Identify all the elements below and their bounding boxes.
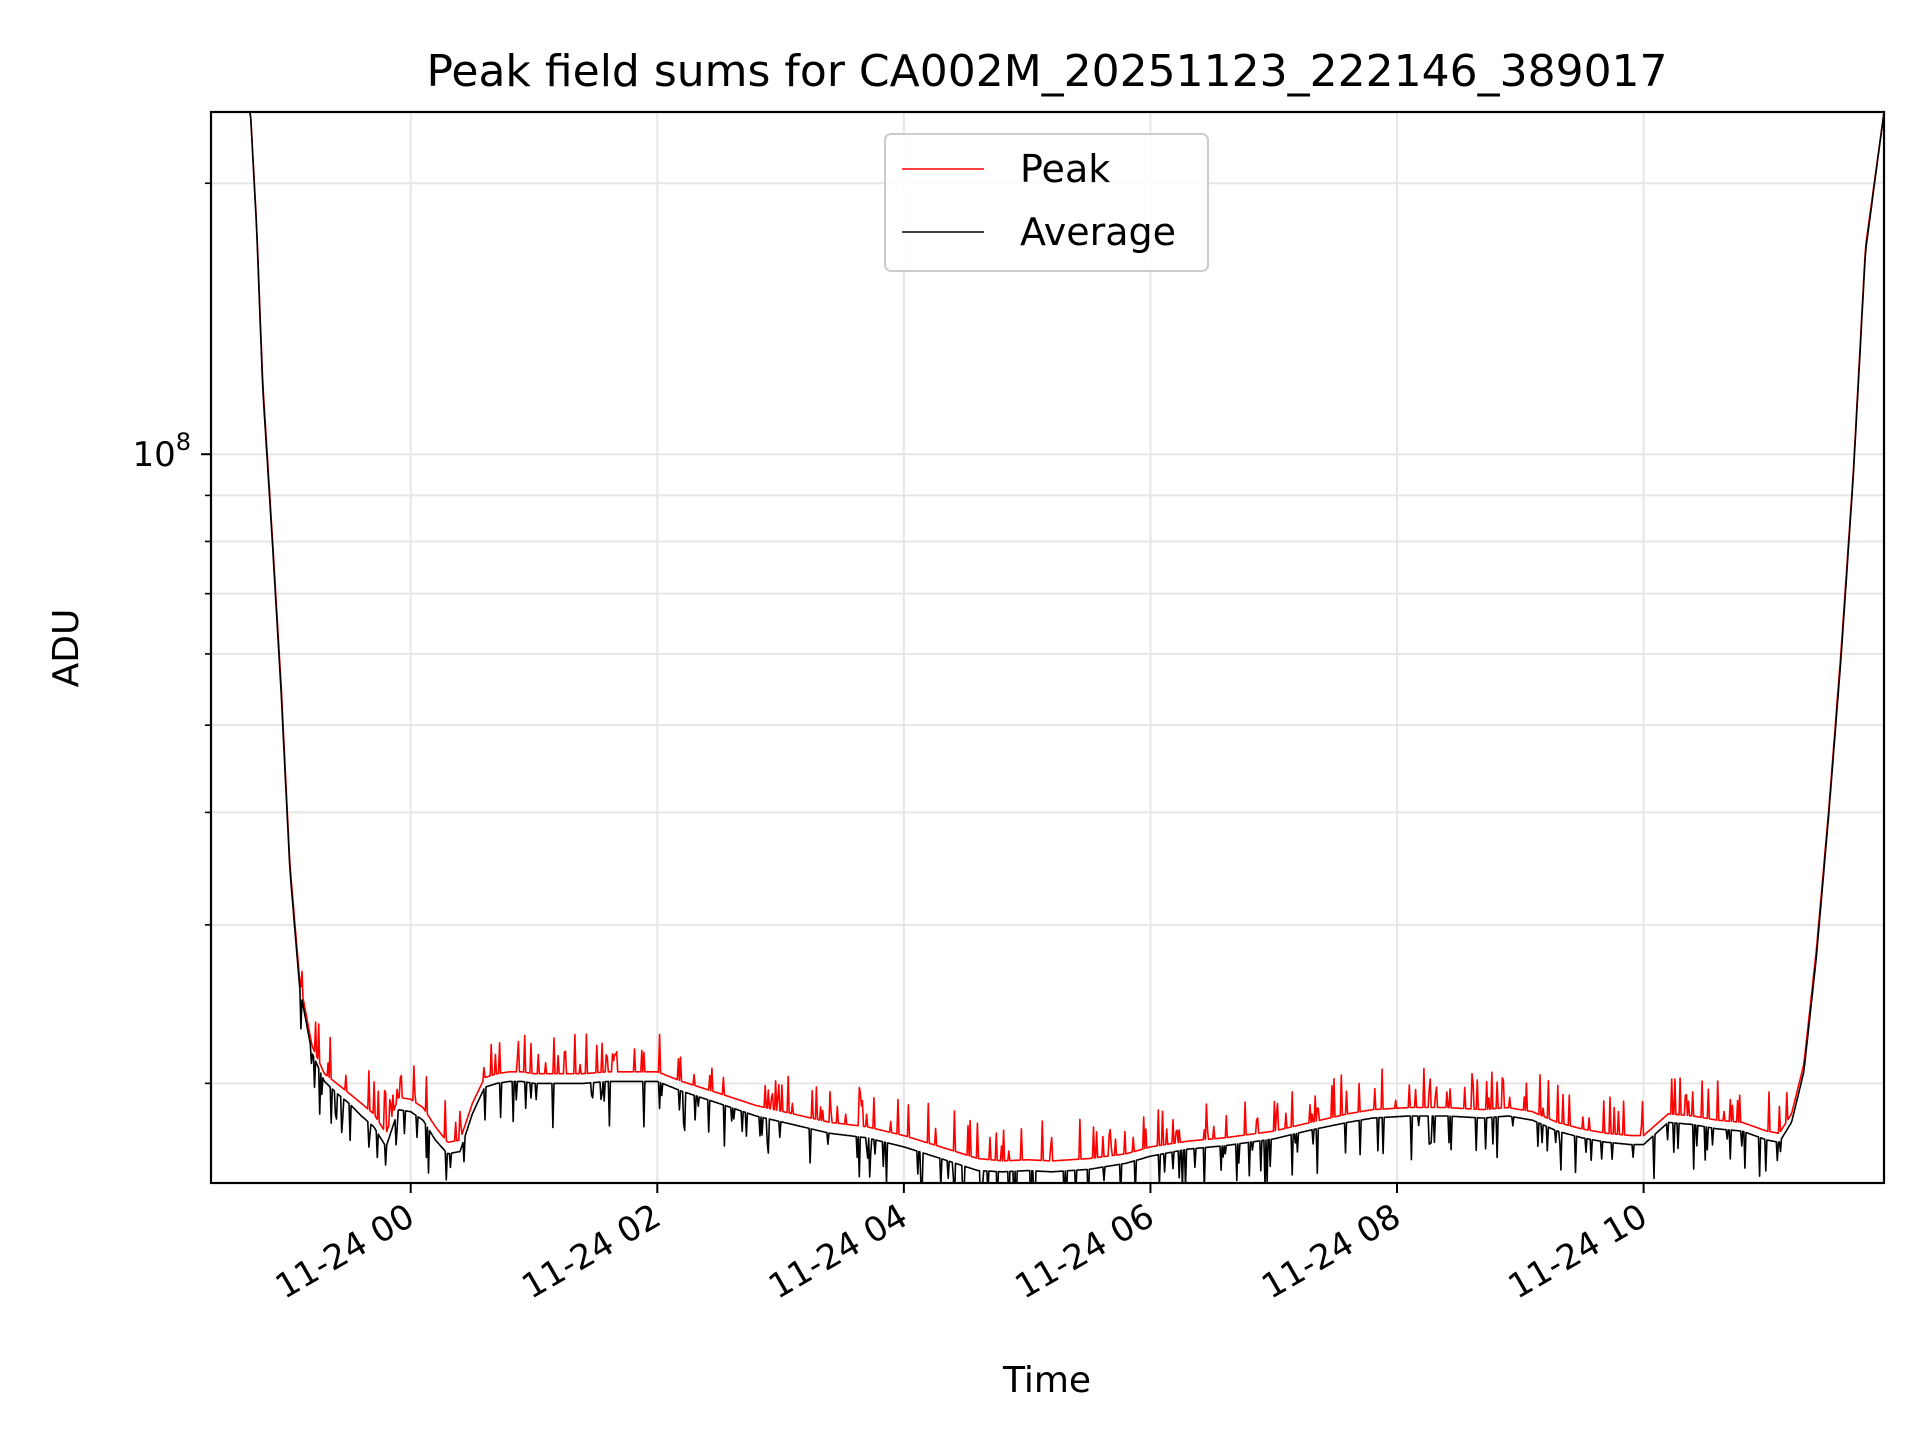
- chart-title: Peak field sums for CA002M_20251123_2221…: [426, 46, 1667, 97]
- legend: Peak Average: [884, 133, 1209, 272]
- series-line-average: [211, 112, 1884, 1183]
- y-tick-label-1e8: 108: [132, 428, 191, 475]
- y-tick-label-exponent: 8: [176, 428, 191, 456]
- legend-label-average: Average: [1020, 210, 1176, 254]
- y-axis-label: ADU: [46, 609, 87, 688]
- plot-area: [211, 112, 1884, 1183]
- y-tick-label-base: 10: [132, 435, 175, 475]
- legend-label-peak: Peak: [1020, 147, 1110, 191]
- series-line-peak: [211, 112, 1884, 1162]
- x-axis-label: Time: [1002, 1360, 1091, 1401]
- axes-frame: [209, 110, 1886, 1185]
